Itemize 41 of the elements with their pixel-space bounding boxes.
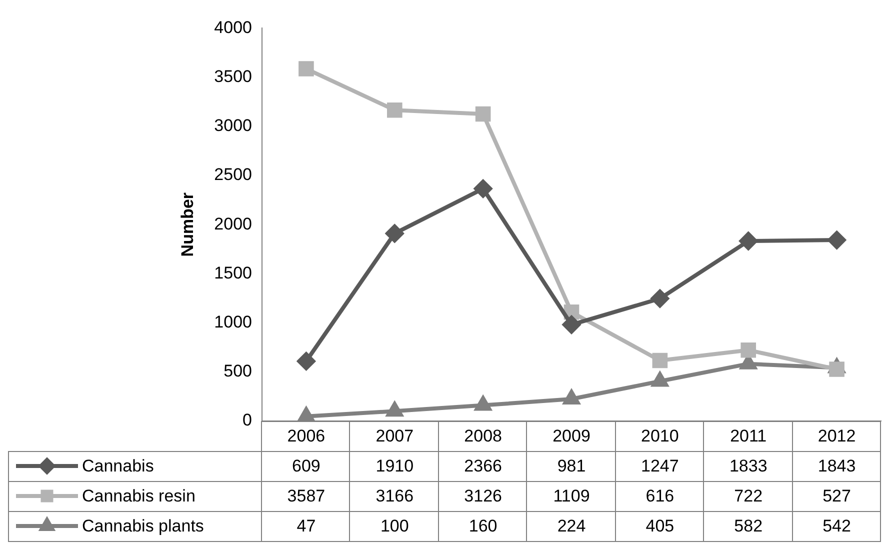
data-label: 405 bbox=[646, 516, 674, 536]
y-axis-title: Number bbox=[178, 192, 197, 257]
data-label: 542 bbox=[822, 516, 851, 536]
x-tick-label: 2007 bbox=[376, 426, 414, 446]
data-label: 3126 bbox=[464, 486, 502, 506]
y-tick-label: 2000 bbox=[214, 214, 252, 234]
data-label: 1109 bbox=[553, 486, 590, 506]
y-tick-label: 1000 bbox=[214, 312, 252, 332]
data-label: 722 bbox=[734, 486, 763, 506]
x-tick-label: 2009 bbox=[552, 426, 590, 446]
x-tick-label: 2006 bbox=[287, 426, 326, 446]
y-tick-label: 500 bbox=[224, 362, 252, 381]
legend-label: Cannabis plants bbox=[82, 516, 204, 536]
data-label: 609 bbox=[292, 456, 320, 476]
data-label: 1843 bbox=[818, 456, 856, 476]
x-tick-label: 2010 bbox=[641, 426, 679, 446]
data-label: 160 bbox=[468, 516, 498, 536]
data-label: 3587 bbox=[287, 486, 326, 506]
data-label: 1910 bbox=[376, 456, 414, 476]
y-tick-label: 4000 bbox=[214, 18, 252, 37]
data-label: 47 bbox=[296, 516, 316, 536]
data-label: 981 bbox=[557, 456, 586, 476]
y-tick-label: 2500 bbox=[214, 165, 252, 184]
data-label: 616 bbox=[646, 486, 674, 506]
y-tick-label: 1500 bbox=[214, 263, 252, 282]
data-label: 224 bbox=[557, 516, 586, 536]
x-tick-label: 2011 bbox=[730, 426, 767, 446]
legend-label: Cannabis bbox=[82, 456, 154, 476]
data-label: 582 bbox=[734, 516, 763, 536]
y-tick-label: 3000 bbox=[214, 116, 252, 136]
y-tick-label: 0 bbox=[242, 410, 252, 430]
y-tick-label: 3500 bbox=[214, 66, 252, 86]
data-label: 1247 bbox=[641, 456, 679, 476]
x-tick-label: 2012 bbox=[818, 426, 856, 446]
data-label: 100 bbox=[380, 516, 409, 536]
x-tick-label: 2008 bbox=[464, 426, 502, 446]
data-label: 3166 bbox=[376, 486, 414, 506]
data-label: 2366 bbox=[464, 456, 502, 476]
data-label: 527 bbox=[822, 486, 851, 506]
legend-label: Cannabis resin bbox=[82, 486, 196, 506]
data-label: 1833 bbox=[729, 456, 768, 476]
